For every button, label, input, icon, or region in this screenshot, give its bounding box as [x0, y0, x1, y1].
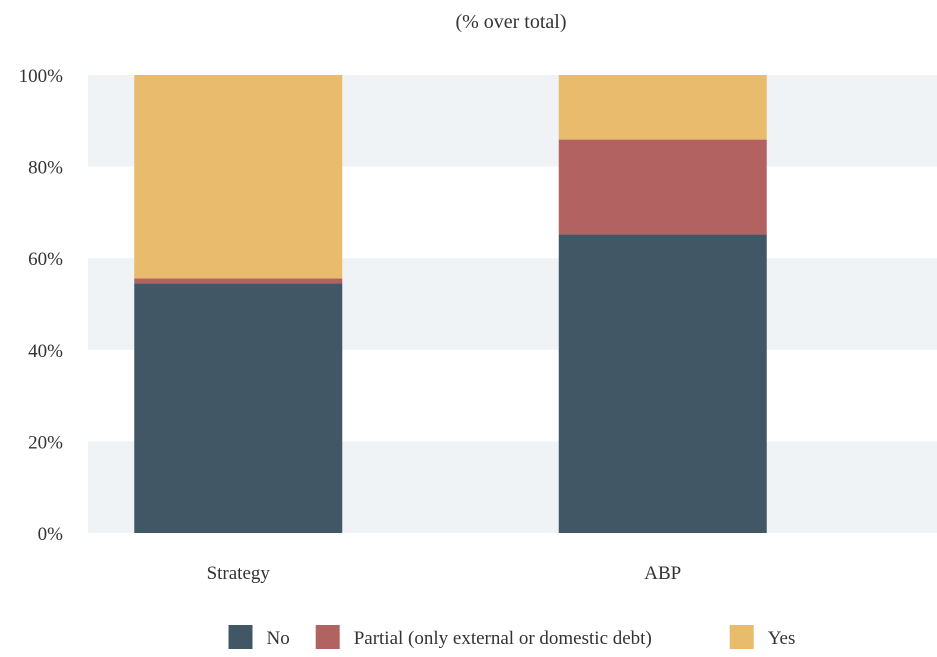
bar-segment: [558, 234, 767, 533]
x-category-label: ABP: [644, 563, 681, 584]
y-tick-label: 0%: [38, 524, 64, 545]
legend-swatch: [729, 625, 754, 649]
legend-label: Partial (only external or domestic debt): [354, 628, 652, 649]
legend-label: No: [267, 628, 290, 649]
legend-item: Partial (only external or domestic debt): [315, 625, 652, 649]
legend-item: Yes: [729, 625, 796, 649]
y-tick-label: 60%: [28, 249, 63, 270]
x-category-label: Strategy: [207, 563, 271, 584]
bar-segment: [558, 139, 767, 235]
bar-segment: [134, 278, 343, 284]
legend: No Partial (only external or domestic deb…: [228, 625, 796, 649]
bar-segment: [558, 75, 767, 140]
bars: [134, 75, 767, 533]
legend-item: No: [228, 625, 290, 649]
y-axis: 0% 20% 40% 60% 80% 100%: [19, 66, 64, 545]
legend-swatch: [315, 625, 340, 649]
chart-subtitle: (% over total): [455, 11, 566, 33]
legend-swatch: [228, 625, 253, 649]
y-tick-label: 80%: [28, 158, 63, 179]
bar-segment: [134, 283, 343, 533]
x-axis: Strategy ABP: [207, 563, 682, 584]
legend-label: Yes: [768, 628, 796, 649]
bar-segment: [134, 75, 343, 279]
y-tick-label: 40%: [28, 341, 63, 362]
y-tick-label: 20%: [28, 432, 63, 453]
y-tick-label: 100%: [19, 66, 64, 87]
